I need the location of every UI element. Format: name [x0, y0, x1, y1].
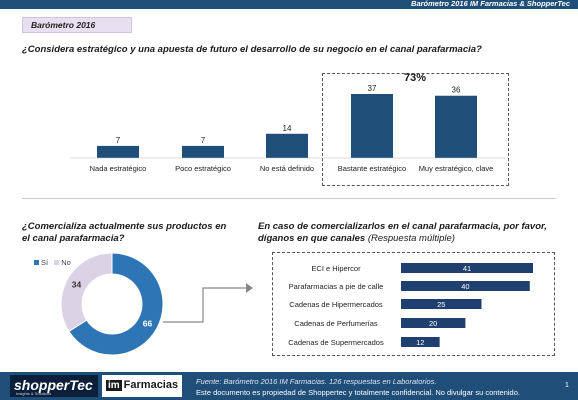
- slice-2: [60, 252, 113, 333]
- imfarmacias-logo: im Farmacias: [102, 375, 182, 397]
- question-commercialize: ¿Comercializa actualmente sus productos …: [22, 221, 227, 244]
- category-label: Muy estratégico, clave: [419, 164, 494, 173]
- question-channels-note: (Respuesta múltiple): [367, 233, 455, 244]
- hbar-5: [401, 337, 440, 347]
- legend-swatch-si: [34, 260, 39, 265]
- hbar-value-label: 40: [461, 282, 469, 291]
- question-strategic: ¿Considera estratégico y una apuesta de …: [22, 44, 482, 55]
- bar-3: [266, 133, 308, 158]
- footer-source: Fuente: Barómetro 2016 IM Farmacias. 126…: [196, 377, 437, 386]
- footer: shopperTec Insights & Solutions im Farmac…: [0, 372, 578, 400]
- strategic-bar-chart: 7 Nada estratégico 7 Poco estratégico 14 No e…: [70, 72, 505, 173]
- shoppertec-logo-text: shopperTec: [14, 377, 93, 393]
- highlight-box-strategic: [322, 73, 509, 186]
- legend-label-si: Sí: [41, 258, 49, 267]
- arrow-head: [246, 283, 253, 293]
- category-label: Nada estratégico: [90, 164, 147, 173]
- question-channels-text: En caso de comercializarlos en el canal …: [258, 221, 547, 244]
- bar-4: [351, 94, 393, 158]
- banner-title: Barómetro 2016 IM Farmacias & ShopperTec: [411, 0, 570, 8]
- im-logo-mark: im: [106, 380, 122, 391]
- pie-legend: Sí No: [34, 258, 71, 267]
- channels-box: [272, 252, 555, 356]
- bar-2: [182, 145, 224, 158]
- total-annotation: 73%: [404, 72, 426, 84]
- bar-value-label: 36: [452, 86, 461, 95]
- bar-value-label: 7: [116, 136, 121, 145]
- hbar-value-label: 12: [416, 338, 424, 347]
- category-label: No está definido: [260, 164, 314, 173]
- section-divider-top: [22, 198, 556, 199]
- top-banner: Barómetro 2016 IM Farmacias & ShopperTec: [0, 0, 578, 9]
- page-number: 1: [565, 382, 569, 389]
- category-label: Poco estratégico: [175, 164, 231, 173]
- hbar-2: [401, 281, 530, 291]
- footer-confidential: Este documento es propiedad de Shopperte…: [196, 388, 520, 397]
- hbar-3: [401, 299, 482, 309]
- barometer-badge: Barómetro 2016: [22, 17, 132, 33]
- legend-swatch-no: [54, 260, 60, 265]
- bar-5: [435, 95, 477, 158]
- slice-1: [68, 252, 164, 356]
- arrow-line: [163, 287, 246, 323]
- hbar-value-label: 41: [463, 264, 471, 273]
- channel-label: Parafarmacias a pie de calle: [289, 282, 384, 291]
- category-label: Bastante estratégico: [338, 164, 406, 173]
- bar-value-label: 37: [368, 84, 377, 93]
- question-channels: En caso de comercializarlos en el canal …: [258, 221, 558, 245]
- hbar-1: [401, 263, 533, 273]
- hbar-value-label: 20: [429, 319, 437, 328]
- shoppertec-logo-sub: Insights & Solutions: [16, 391, 52, 396]
- shoppertec-logo: shopperTec Insights & Solutions: [10, 375, 98, 397]
- channel-label: Cadenas de Hipermercados: [289, 300, 383, 309]
- slice-label: 34: [72, 279, 82, 289]
- slice-label: 66: [143, 319, 153, 329]
- bar-1: [97, 145, 139, 158]
- channel-label: Cadenas de Supermercados: [288, 338, 384, 347]
- channel-label: ECI e Hipercor: [311, 264, 361, 273]
- hbar-value-label: 25: [437, 300, 445, 309]
- channel-label: Cadenas de Perfumerías: [294, 319, 378, 328]
- farmacias-logo-text: Farmacias: [123, 379, 179, 391]
- bar-value-label: 14: [283, 124, 292, 133]
- legend-label-no: No: [61, 258, 71, 267]
- hbar-4: [401, 318, 466, 328]
- bar-value-label: 7: [201, 136, 206, 145]
